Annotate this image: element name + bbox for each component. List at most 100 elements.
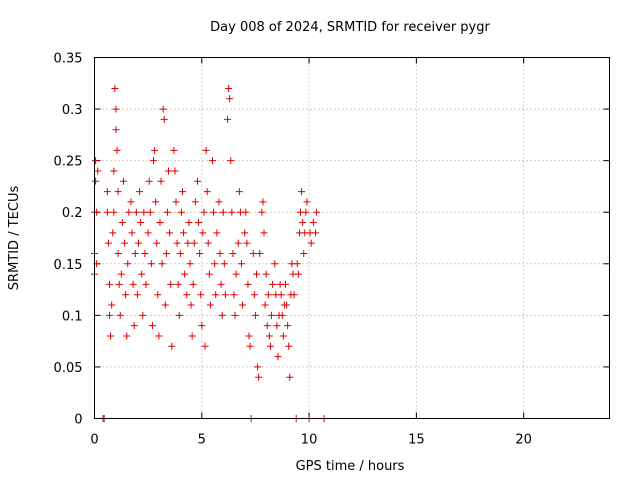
data-point [220, 260, 228, 268]
data-point [136, 188, 144, 196]
data-point [231, 311, 239, 319]
data-point [147, 260, 155, 268]
data-point [110, 167, 118, 175]
y-tick-label: 0 [74, 413, 82, 428]
data-point [273, 322, 281, 330]
data-point [303, 198, 311, 206]
data-point [242, 208, 250, 216]
data-point [161, 301, 169, 309]
data-point [206, 301, 214, 309]
data-point [227, 157, 235, 165]
data-point [112, 126, 120, 134]
data-point [299, 219, 307, 227]
data-point [205, 270, 213, 278]
data-point [218, 311, 226, 319]
data-point [146, 208, 154, 216]
data-point [234, 239, 242, 247]
data-point [250, 291, 258, 299]
data-point [230, 291, 238, 299]
data-point [265, 332, 273, 340]
x-tick-label: 15 [408, 433, 425, 448]
data-point [132, 208, 140, 216]
data-point [278, 311, 286, 319]
data-point [121, 239, 129, 247]
data-point [188, 332, 196, 340]
grid-lines [94, 57, 610, 419]
data-point [183, 291, 191, 299]
data-point [184, 239, 192, 247]
data-point [141, 249, 149, 257]
x-tick-label: 5 [198, 433, 206, 448]
data-points [91, 84, 328, 422]
data-point [237, 260, 245, 268]
data-point [194, 177, 201, 185]
data-point [107, 332, 115, 340]
chart-title: Day 008 of 2024, SRMTID for receiver pyg… [210, 20, 490, 35]
data-point [160, 115, 168, 123]
data-point [122, 291, 130, 299]
data-point [189, 280, 197, 288]
data-point [249, 249, 257, 257]
data-point [115, 280, 123, 288]
data-point [213, 229, 221, 237]
data-point [258, 208, 266, 216]
data-point [153, 239, 161, 247]
data-point [173, 239, 181, 247]
data-point [170, 146, 178, 154]
data-point [195, 219, 203, 227]
data-point [106, 280, 114, 288]
data-point [279, 332, 287, 340]
data-point [269, 280, 277, 288]
data-point [226, 95, 234, 103]
data-point [246, 342, 254, 350]
data-point [118, 219, 126, 227]
data-point [92, 177, 100, 185]
data-point [232, 270, 240, 278]
data-point [300, 249, 308, 257]
data-point [199, 229, 207, 237]
data-point [243, 239, 251, 247]
data-point [178, 188, 186, 196]
data-point [191, 198, 199, 206]
data-point [155, 332, 163, 340]
plot-frame [94, 57, 610, 419]
data-point [274, 353, 282, 361]
data-point [127, 198, 135, 206]
data-point [185, 219, 193, 227]
data-point [142, 280, 150, 288]
data-point [103, 208, 111, 216]
data-point [212, 291, 220, 299]
data-point [196, 249, 204, 257]
data-point [150, 157, 158, 165]
data-point [112, 105, 120, 113]
data-point [210, 208, 218, 216]
data-point [307, 239, 315, 247]
x-axis-label: GPS time / hours [296, 459, 405, 474]
data-point [245, 332, 253, 340]
x-tick-label: 10 [301, 433, 318, 448]
data-point [156, 219, 164, 227]
data-point [134, 239, 142, 247]
y-tick-label: 0.2 [62, 206, 83, 221]
data-point [159, 105, 167, 113]
data-point [157, 177, 165, 185]
data-point [198, 322, 206, 330]
data-point [176, 249, 184, 257]
y-tick-label: 0.05 [54, 361, 83, 376]
data-point [263, 322, 271, 330]
data-point [181, 270, 189, 278]
data-point [271, 260, 279, 268]
data-point [229, 249, 237, 257]
data-point [133, 291, 141, 299]
data-point [106, 311, 114, 319]
y-tick-label: 0.15 [54, 258, 83, 273]
data-point [187, 301, 195, 309]
data-point [244, 280, 252, 288]
data-point [235, 188, 243, 196]
data-point [104, 239, 112, 247]
data-point [211, 260, 219, 268]
data-point [225, 84, 233, 92]
data-point [162, 249, 170, 257]
data-point [174, 280, 182, 288]
